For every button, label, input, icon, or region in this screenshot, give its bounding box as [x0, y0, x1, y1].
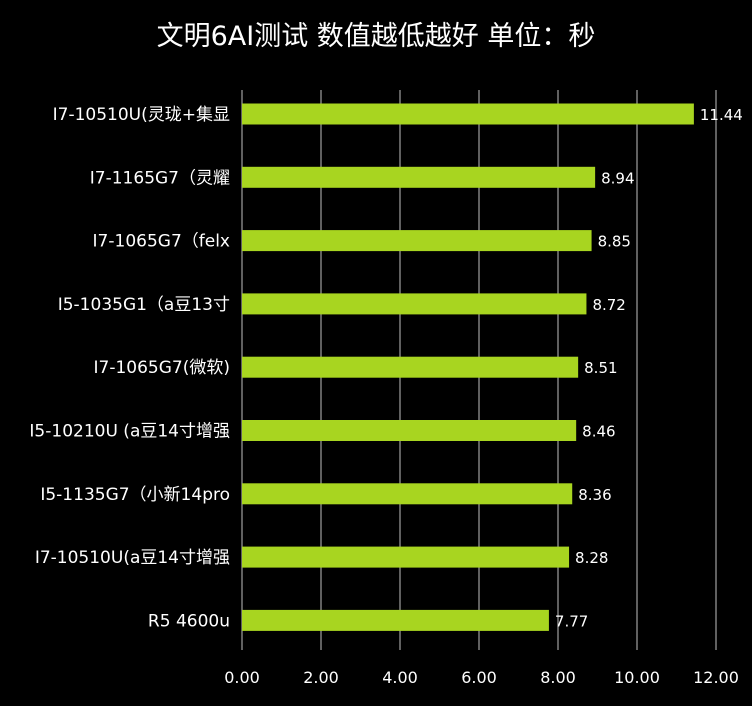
bar-1 — [242, 166, 596, 188]
value-label-4: 8.51 — [584, 359, 617, 377]
category-label-7: I7-10510U(a豆14寸增强 — [35, 548, 230, 568]
category-label-5: I5-10210U (a豆14寸增强 — [29, 422, 230, 442]
category-label-2: I7-1065G7（felx — [93, 232, 230, 252]
bar-3 — [242, 293, 587, 315]
tick-layer: 0.00 2.00 4.00 6.00 8.00 10.00 12.00 — [224, 668, 739, 687]
category-label-3: I5-1035G1（a豆13寸 — [58, 295, 230, 315]
bar-4 — [242, 356, 579, 378]
value-label-3: 8.72 — [592, 296, 625, 314]
x-tick-label-3: 6.00 — [461, 668, 497, 687]
chart-title: 文明6AI测试 数值越低越好 单位：秒 — [156, 21, 596, 52]
x-tick-label-5: 10.00 — [614, 668, 660, 687]
category-label-0: I7-10510U(灵珑+集显 — [53, 105, 230, 125]
value-label-6: 8.36 — [578, 486, 611, 504]
bar-6 — [242, 483, 573, 505]
bar-2 — [242, 230, 592, 252]
bar-layer — [242, 103, 694, 631]
category-label-1: I7-1165G7（灵耀 — [90, 168, 230, 188]
value-label-0: 11.44 — [700, 106, 743, 124]
x-tick-label-2: 4.00 — [382, 668, 418, 687]
bar-0 — [242, 103, 694, 125]
category-label-8: R5 4600u — [148, 611, 230, 631]
x-tick-label-4: 8.00 — [540, 668, 576, 687]
x-tick-label-0: 0.00 — [224, 668, 260, 687]
x-tick-label-1: 2.00 — [303, 668, 339, 687]
value-label-2: 8.85 — [598, 233, 631, 251]
category-label-4: I7-1065G7(微软) — [94, 358, 230, 378]
x-tick-label-6: 12.00 — [693, 668, 739, 687]
value-label-8: 7.77 — [555, 612, 588, 630]
value-label-5: 8.46 — [582, 423, 615, 441]
value-label-1: 8.94 — [601, 169, 634, 187]
bar-7 — [242, 546, 570, 568]
bar-5 — [242, 420, 577, 441]
value-label-7: 8.28 — [575, 549, 608, 567]
label-layer: I7-10510U(灵珑+集显 11.44 I7-1165G7（灵耀 8.94 I7-1… — [29, 105, 742, 631]
bar-8 — [242, 609, 549, 631]
category-label-6: I5-1135G7（小新14pro — [40, 485, 230, 505]
